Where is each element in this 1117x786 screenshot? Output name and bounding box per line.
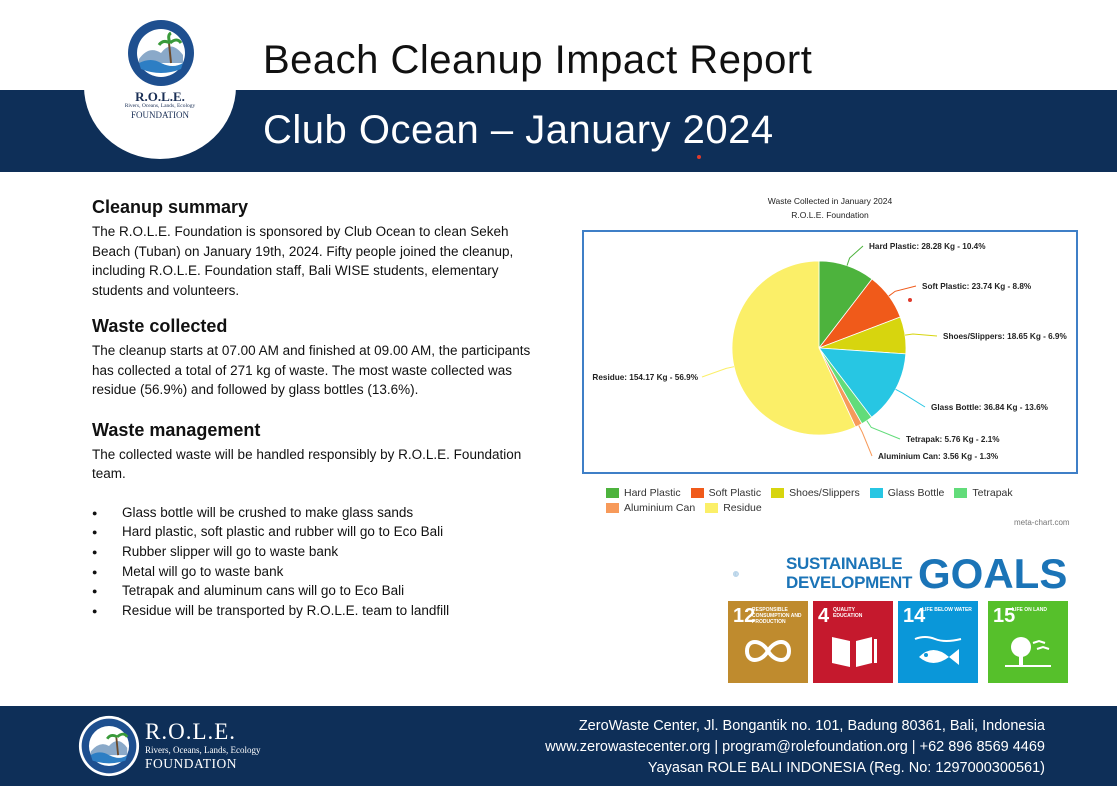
- chart-frame: [582, 230, 1078, 474]
- tile-label: QUALITY EDUCATION: [833, 607, 863, 619]
- leader-line: [846, 245, 864, 266]
- logo-name: R.O.L.E.: [135, 89, 185, 104]
- waste-heading: Waste collected: [92, 316, 228, 336]
- data-label: Shoes/Slippers: 18.65 Kg - 6.9%: [943, 332, 1067, 341]
- decor-dot: [697, 155, 701, 159]
- chart-subtitle: R.O.L.E. Foundation: [791, 210, 869, 220]
- waste-section: Waste collected The cleanup starts at 07…: [92, 316, 542, 400]
- infinity-icon: [744, 640, 792, 662]
- legend-label: Residue: [723, 502, 762, 514]
- tile-number: 4: [818, 605, 830, 627]
- list-item: Tetrapak and aluminum cans will go to Ec…: [92, 581, 542, 601]
- legend-item: Aluminium Can: [606, 502, 695, 514]
- summary-heading: Cleanup summary: [92, 197, 249, 217]
- footer-address: ZeroWaste Center, Jl. Bongantik no. 101,…: [578, 718, 1045, 734]
- legend-label: Hard Plastic: [624, 487, 681, 499]
- legend-swatch: [705, 503, 719, 513]
- leader-line: [866, 420, 901, 440]
- report-title: Beach Cleanup Impact Report: [263, 38, 813, 82]
- list-item: Glass bottle will be crushed to make gla…: [92, 503, 542, 522]
- chart-credit: meta-chart.com: [1014, 518, 1070, 527]
- footer-logo-foundation: FOUNDATION: [145, 756, 237, 771]
- tile-label: LIFE BELOW WATER: [922, 607, 972, 613]
- sdg-tile-4: 4 QUALITY EDUCATION: [813, 601, 893, 683]
- sdg-line-2: DEVELOPMENT: [786, 573, 913, 592]
- footer-contact[interactable]: www.zerowastecenter.org | program@rolefo…: [545, 739, 1045, 755]
- footer-logo-name: R.O.L.E.: [145, 719, 237, 744]
- legend-item: Residue: [705, 502, 762, 514]
- tile-number: 14: [903, 605, 926, 627]
- role-emblem-icon: [78, 715, 140, 777]
- chart-legend: Hard Plastic Soft Plastic Shoes/Slippers…: [606, 487, 1076, 517]
- logo-tagline: Rivers, Oceans, Lands, Ecology: [124, 103, 196, 109]
- footer-logo-tagline: Rivers, Oceans, Lands, Ecology: [145, 745, 261, 755]
- tile-label: RESPONSIBLE CONSUMPTION AND PRODUCTION: [752, 607, 802, 625]
- leader-line: [888, 285, 917, 297]
- data-label: Residue: 154.17 Kg - 56.9%: [592, 373, 698, 382]
- report-subtitle: Club Ocean – January 2024: [263, 108, 774, 152]
- summary-text: The R.O.L.E. Foundation is sponsored by …: [92, 224, 514, 298]
- sdg-line-1: SUSTAINABLE: [786, 554, 903, 573]
- legend-item: Hard Plastic: [606, 487, 681, 499]
- legend-item: Tetrapak: [954, 487, 1013, 499]
- book-icon: [832, 637, 877, 667]
- legend-swatch: [606, 488, 619, 498]
- list-item: Residue will be transported by R.O.L.E. …: [92, 601, 542, 621]
- legend-item: Glass Bottle: [869, 487, 945, 499]
- legend-row: Aluminium Can Residue: [606, 502, 1076, 514]
- footer-band: [0, 706, 1117, 786]
- logo-foundation: FOUNDATION: [131, 110, 189, 120]
- list-item: Metal will go to waste bank: [92, 562, 542, 582]
- role-emblem-icon: [128, 20, 194, 86]
- legend-swatch: [690, 488, 704, 498]
- fish-icon: [914, 636, 962, 665]
- sdg-tile-15: 15 LIFE ON LAND: [988, 601, 1068, 683]
- data-label: Soft Plastic: 23.74 Kg - 8.8%: [922, 282, 1032, 291]
- decor-dot: [908, 298, 912, 302]
- legend-swatch: [606, 503, 619, 513]
- legend-swatch: [954, 488, 968, 498]
- un-emblem-icon: [733, 571, 739, 577]
- legend-label: Shoes/Slippers: [789, 487, 860, 499]
- legend-swatch: [771, 488, 785, 498]
- tree-icon: [1005, 637, 1051, 667]
- sdg-goals-word: GOALS: [918, 550, 1068, 597]
- legend-label: Tetrapak: [972, 487, 1013, 499]
- pie-slice-residue: [731, 260, 857, 436]
- sdg-tile-12: 12 RESPONSIBLE CONSUMPTION AND PRODUCTIO…: [728, 601, 808, 683]
- leader-line: [904, 333, 938, 337]
- legend-label: Glass Bottle: [887, 487, 945, 499]
- data-label: Tetrapak: 5.76 Kg - 2.1%: [906, 435, 1000, 444]
- tile-label: LIFE ON LAND: [1012, 607, 1047, 613]
- leader-line: [858, 425, 873, 457]
- sdg-tile-14: 14 LIFE BELOW WATER: [898, 601, 978, 683]
- list-item: Hard plastic, soft plastic and rubber wi…: [92, 522, 542, 542]
- tile-number: 15: [993, 605, 1016, 627]
- data-label: Glass Bottle: 36.84 Kg - 13.6%: [931, 403, 1049, 412]
- footer-legal: Yayasan ROLE BALI INDONESIA (Reg. No: 12…: [647, 760, 1045, 776]
- legend-item: Shoes/Slippers: [771, 487, 860, 499]
- legend-row: Hard Plastic Soft Plastic Shoes/Slippers…: [606, 487, 1076, 499]
- chart-title: Waste Collected in January 2024: [767, 196, 893, 206]
- legend-swatch: [869, 488, 883, 498]
- tile-number: 12: [733, 605, 756, 627]
- pie-chart: Hard Plastic: 28.28 Kg - 10.4% Soft Plast…: [592, 242, 1067, 461]
- leader-line: [701, 366, 735, 378]
- report-body: Cleanup summary The R.O.L.E. Foundation …: [92, 197, 542, 621]
- list-item: Rubber slipper will go to waste bank: [92, 542, 542, 562]
- legend-item: Soft Plastic: [690, 487, 762, 499]
- management-list: Glass bottle will be crushed to make gla…: [92, 503, 542, 621]
- leader-line: [895, 388, 926, 408]
- management-heading: Waste management: [92, 419, 261, 440]
- legend-label: Soft Plastic: [708, 487, 762, 499]
- summary-section: Cleanup summary The R.O.L.E. Foundation …: [92, 197, 542, 300]
- legend-label: Aluminium Can: [624, 502, 696, 514]
- management-text: The collected waste will be handled resp…: [92, 446, 522, 482]
- waste-text: The cleanup starts at 07.00 AM and finis…: [92, 343, 531, 397]
- management-section: Waste management The collected waste wil…: [92, 419, 542, 622]
- data-label: Aluminium Can: 3.56 Kg - 1.3%: [878, 452, 999, 461]
- data-label: Hard Plastic: 28.28 Kg - 10.4%: [869, 242, 986, 251]
